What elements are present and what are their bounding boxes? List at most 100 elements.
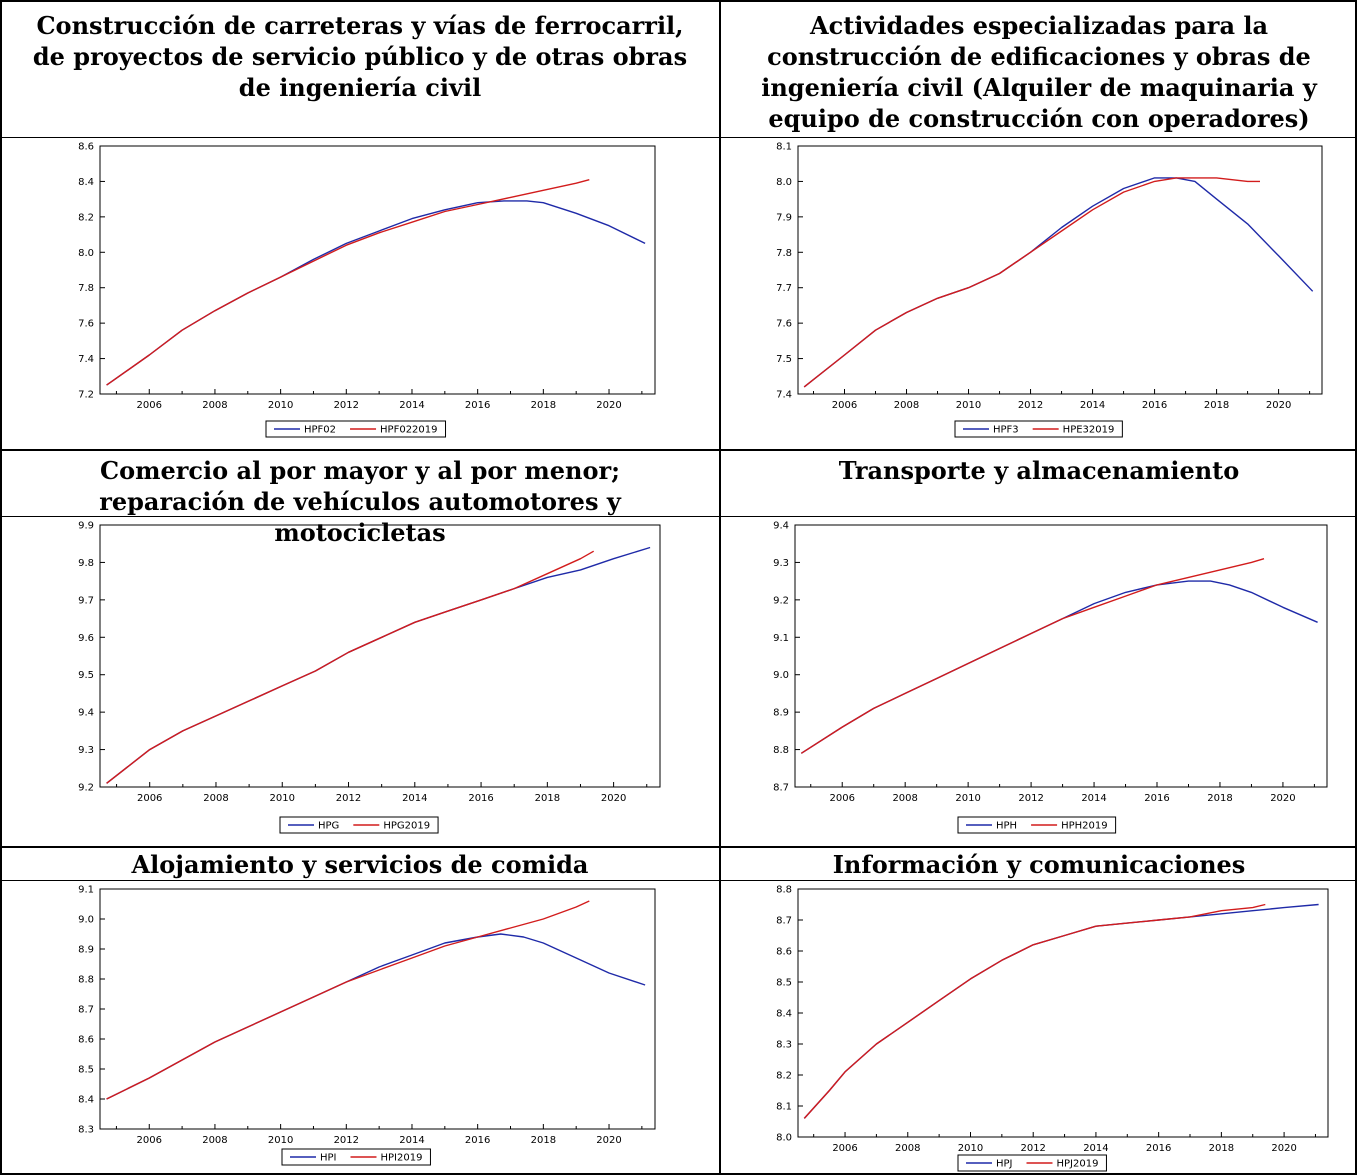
x-tick-label: 2008 bbox=[894, 400, 919, 411]
plot-frame bbox=[797, 145, 1323, 395]
legend-label: HPJ2019 bbox=[1057, 1159, 1099, 1170]
x-tick-label: 2010 bbox=[270, 793, 295, 804]
y-tick-label: 8.7 bbox=[776, 916, 792, 927]
x-tick-label: 2012 bbox=[334, 400, 359, 411]
legend-label: HPF022019 bbox=[380, 425, 437, 436]
x-tick-label: 2020 bbox=[596, 400, 621, 411]
y-tick-label: 9.1 bbox=[773, 633, 789, 644]
x-tick-label: 2010 bbox=[958, 1143, 983, 1154]
y-tick-label: 8.4 bbox=[78, 1095, 94, 1106]
x-tick-label: 2020 bbox=[601, 793, 626, 804]
legend-label: HPH2019 bbox=[1061, 821, 1108, 832]
x-tick-label: 2014 bbox=[1083, 1143, 1108, 1154]
x-tick-label: 2018 bbox=[531, 400, 556, 411]
y-tick-label: 8.8 bbox=[773, 745, 789, 756]
series-line-hpi2019 bbox=[106, 900, 590, 1100]
x-tick-label: 2012 bbox=[1020, 1143, 1045, 1154]
legend-label: HPG bbox=[318, 821, 339, 832]
x-tick-label: 2012 bbox=[336, 793, 361, 804]
x-tick-label: 2008 bbox=[203, 793, 228, 804]
x-tick-label: 2014 bbox=[402, 793, 427, 804]
plot-frame bbox=[797, 888, 1329, 1138]
y-tick-label: 7.8 bbox=[78, 283, 94, 294]
grid-border-left bbox=[0, 0, 2, 1175]
series-line-hpe32019 bbox=[803, 177, 1260, 388]
x-tick-label: 2008 bbox=[202, 400, 227, 411]
series-line-hph bbox=[800, 580, 1318, 754]
legend-label: HPG2019 bbox=[383, 821, 430, 832]
x-tick-label: 2008 bbox=[892, 793, 917, 804]
y-tick-label: 9.9 bbox=[78, 521, 94, 532]
grid-border-top bbox=[0, 0, 1357, 2]
legend-label: HPE32019 bbox=[1063, 425, 1115, 436]
y-tick-label: 9.4 bbox=[773, 521, 789, 532]
legend: HPJ HPJ2019 bbox=[957, 1154, 1107, 1172]
series-line-hpj2019 bbox=[803, 903, 1266, 1119]
legend-label: HPF02 bbox=[304, 425, 336, 436]
y-tick-label: 9.2 bbox=[773, 595, 789, 606]
y-tick-label: 8.9 bbox=[773, 708, 789, 719]
x-tick-label: 2016 bbox=[1142, 400, 1167, 411]
chart-title-5: Alojamiento y servicios de comida bbox=[131, 850, 589, 879]
series-line-hpf022019 bbox=[106, 179, 590, 386]
y-tick-label: 9.7 bbox=[78, 595, 94, 606]
legend-label: HPI bbox=[320, 1153, 337, 1164]
legend: HPG HPG2019 bbox=[279, 816, 439, 834]
y-tick-label: 9.0 bbox=[78, 915, 94, 926]
chart-title-6: Información y comunicaciones bbox=[832, 850, 1246, 879]
line-chart-actividades-especializadas: 7.4 7.5 7.6 7.7 7.8 7.9 8.0 8.1 2006 2008 2010 2012… bbox=[776, 142, 1323, 438]
x-tick-label: 2006 bbox=[829, 793, 854, 804]
series-line-hpf02 bbox=[106, 200, 646, 386]
series-line-hpi bbox=[106, 933, 646, 1100]
line-chart-transporte: 8.7 8.8 8.9 9.0 9.1 9.2 9.3 9.4 2006 2008 2010 2012… bbox=[773, 521, 1328, 834]
x-tick-label: 2016 bbox=[1146, 1143, 1171, 1154]
y-tick-label: 7.6 bbox=[78, 319, 94, 330]
y-tick-label: 8.0 bbox=[78, 248, 94, 259]
grid-border-right bbox=[1355, 0, 1357, 1175]
grid-divider-row1 bbox=[0, 449, 1357, 451]
x-tick-label: 2018 bbox=[1204, 400, 1229, 411]
y-tick-label: 8.4 bbox=[776, 1009, 792, 1020]
chart-title-3: Comercio al por mayor y al por menor; re… bbox=[99, 456, 621, 547]
x-tick-label: 2018 bbox=[531, 1135, 556, 1146]
y-tick-label: 8.3 bbox=[776, 1040, 792, 1051]
legend: HPI HPI2019 bbox=[281, 1148, 431, 1166]
y-tick-label: 9.5 bbox=[78, 670, 94, 681]
plot-frame bbox=[99, 888, 656, 1130]
x-tick-label: 2010 bbox=[955, 793, 980, 804]
y-tick-label: 9.6 bbox=[78, 633, 94, 644]
x-tick-label: 2008 bbox=[202, 1135, 227, 1146]
y-tick-label: 8.5 bbox=[78, 1065, 94, 1076]
series-line-hpf3 bbox=[803, 177, 1314, 388]
y-tick-label: 7.4 bbox=[78, 354, 94, 365]
x-tick-label: 2018 bbox=[1207, 793, 1232, 804]
y-tick-label: 7.6 bbox=[776, 319, 792, 330]
series-line-hpg bbox=[106, 546, 651, 784]
grid-divider-vertical bbox=[719, 0, 721, 1175]
y-tick-label: 7.8 bbox=[776, 248, 792, 259]
x-tick-label: 2012 bbox=[1018, 400, 1043, 411]
y-tick-label: 8.4 bbox=[78, 177, 94, 188]
y-tick-label: 7.7 bbox=[776, 283, 792, 294]
y-tick-label: 9.4 bbox=[78, 708, 94, 719]
legend-box bbox=[957, 816, 1117, 834]
title-divider-1r bbox=[720, 137, 1357, 138]
y-tick-label: 8.1 bbox=[776, 1102, 792, 1113]
y-tick-label: 8.2 bbox=[776, 1071, 792, 1082]
plot-frame bbox=[99, 145, 656, 395]
y-tick-label: 8.9 bbox=[78, 945, 94, 956]
x-tick-label: 2016 bbox=[1144, 793, 1169, 804]
y-tick-label: 8.2 bbox=[78, 212, 94, 223]
x-tick-label: 2018 bbox=[535, 793, 560, 804]
plot-frame bbox=[794, 524, 1328, 788]
x-tick-label: 2020 bbox=[1270, 793, 1295, 804]
x-tick-label: 2016 bbox=[468, 793, 493, 804]
y-tick-label: 7.2 bbox=[78, 390, 94, 401]
y-tick-label: 8.0 bbox=[776, 177, 792, 188]
legend: HPF02 HPF022019 bbox=[265, 420, 447, 438]
x-tick-label: 2006 bbox=[137, 400, 162, 411]
y-tick-label: 9.1 bbox=[78, 885, 94, 896]
legend-box bbox=[281, 1148, 431, 1166]
y-tick-label: 8.6 bbox=[78, 142, 94, 153]
